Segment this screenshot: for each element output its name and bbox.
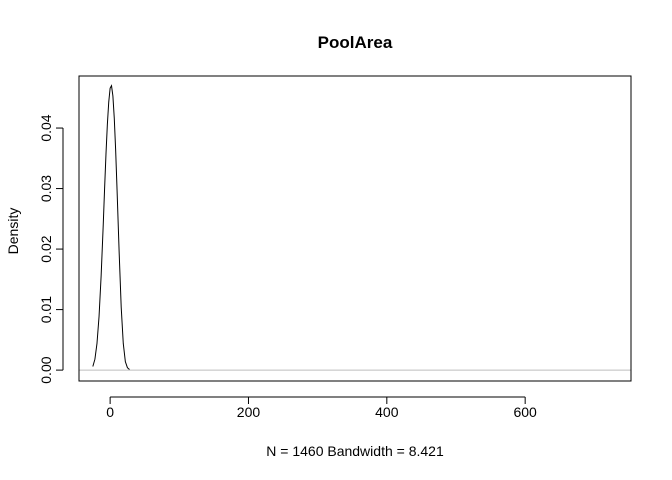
x-tick-label: 0 — [106, 404, 114, 420]
x-tick-label: 400 — [375, 404, 399, 420]
x-tick-label: 200 — [237, 404, 261, 420]
y-tick-label: 0.03 — [38, 175, 54, 202]
chart-title: PoolArea — [318, 33, 393, 52]
density-curve-0 — [92, 84, 130, 370]
x-axis-label: N = 1460 Bandwidth = 8.421 — [266, 443, 444, 459]
y-tick-label: 0.01 — [38, 296, 54, 323]
x-tick-label: 600 — [513, 404, 537, 420]
y-tick-label: 0.04 — [38, 114, 54, 141]
plot-area: 0 200 400 600 0.00 0.01 0.02 0.03 0.04 — [38, 75, 632, 420]
plot-frame — [78, 75, 632, 382]
y-axis-label: Density — [5, 208, 21, 255]
y-tick-label: 0.02 — [38, 235, 54, 262]
y-tick-label: 0.00 — [38, 356, 54, 383]
